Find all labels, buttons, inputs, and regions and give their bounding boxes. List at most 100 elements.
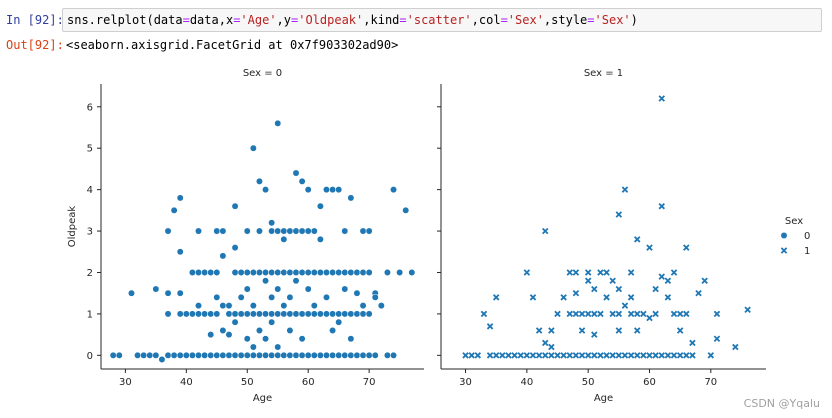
scatter-point [323, 351, 330, 359]
scatter-point [492, 352, 500, 359]
scatter-point [341, 351, 349, 359]
scatter-point [176, 310, 184, 318]
scatter-point [640, 352, 647, 359]
scatter-point [268, 219, 276, 227]
scatter-point [249, 144, 257, 152]
scatter-point [231, 202, 239, 210]
scatter-point [256, 310, 263, 318]
scatter-point [176, 194, 184, 202]
scatter-point [243, 310, 251, 318]
scatter-point [578, 352, 586, 359]
scatter-point [529, 294, 537, 301]
scatter-point [237, 310, 245, 318]
code-token: = [399, 13, 407, 27]
scatter-point [286, 310, 294, 318]
code-token: sns.relplot(data [67, 13, 183, 27]
scatter-point [492, 294, 500, 301]
x-tick-label: 40 [180, 377, 193, 388]
scatter-point [646, 244, 653, 251]
scatter-point [280, 310, 288, 318]
scatter-point [274, 269, 282, 276]
scatter-point [480, 310, 488, 318]
scatter-point [627, 269, 635, 276]
scatter-point [396, 269, 404, 276]
scatter-point [615, 327, 623, 334]
scatter-point [633, 352, 641, 359]
scatter-point [633, 236, 641, 243]
scatter-point [335, 318, 343, 326]
scatter-point [304, 285, 312, 293]
scatter-point [292, 310, 300, 318]
scatter-point [298, 335, 306, 343]
scatter-point [359, 310, 367, 318]
scatter-point [341, 285, 349, 293]
scatter-point [371, 351, 379, 359]
scatter-point [701, 277, 708, 285]
scatter-point [292, 227, 300, 235]
scatter-point [164, 227, 172, 235]
scatter-point [268, 318, 276, 326]
input-prompt: In [92]: [6, 13, 64, 27]
scatter-point [486, 352, 494, 359]
scatter-point [603, 294, 610, 301]
scatter-point [298, 310, 306, 318]
scatter-point [347, 351, 355, 359]
scatter-point [310, 351, 318, 359]
scatter-point [591, 310, 598, 318]
scatter-point [566, 352, 574, 359]
scatter-point [554, 352, 561, 359]
scatter-point [347, 269, 355, 276]
scatter-point [347, 194, 355, 202]
scatter-point [280, 227, 288, 235]
scatter-point [584, 277, 592, 285]
scatter-point [670, 269, 678, 276]
scatter-point [188, 351, 196, 359]
scatter-point [207, 351, 215, 359]
scatter-point [274, 343, 282, 351]
scatter-point [249, 343, 257, 351]
scatter-point [256, 269, 263, 276]
scatter-point [256, 327, 263, 334]
y-tick-label: 6 [87, 102, 93, 113]
scatter-point [286, 293, 294, 301]
scatter-point [621, 186, 629, 193]
x-tick-label: 50 [582, 377, 595, 388]
scatter-point [353, 351, 361, 359]
scatter-point [584, 269, 592, 276]
scatter-point [713, 335, 721, 342]
scatter-point [195, 351, 202, 359]
scatter-point [115, 351, 123, 359]
scatter-point [511, 352, 518, 359]
scatter-point [274, 119, 282, 127]
scatter-point [578, 327, 586, 334]
scatter-point [359, 302, 367, 310]
facet-title: Sex = 0 [243, 68, 282, 79]
scatter-point [262, 269, 269, 276]
scatter-point [572, 269, 580, 276]
scatter-point [225, 331, 233, 339]
scatter-point [744, 306, 751, 313]
scatter-point [164, 310, 172, 318]
scatter-point [274, 285, 282, 293]
scatter-point [578, 310, 586, 318]
scatter-point [213, 269, 221, 276]
scatter-point [371, 293, 379, 301]
scatter-point [548, 343, 555, 351]
scatter-point [683, 352, 690, 359]
scatter-point [219, 327, 227, 334]
scatter-point [609, 352, 616, 359]
x-tick-label: 70 [704, 377, 717, 388]
legend-marker [780, 232, 788, 239]
scatter-point [304, 186, 312, 194]
scatter-point [195, 302, 202, 310]
scatter-point [335, 186, 343, 194]
scatter-point [213, 310, 221, 318]
legend-title: Sex [785, 216, 803, 227]
scatter-point [341, 310, 349, 318]
scatter-point [390, 186, 397, 194]
code-cell[interactable]: sns.relplot(data=data,x='Age',y='Oldpeak… [62, 8, 822, 32]
scatter-point [280, 269, 288, 276]
scatter-point [188, 310, 196, 318]
scatter-point [298, 177, 306, 185]
scatter-point [152, 285, 160, 293]
